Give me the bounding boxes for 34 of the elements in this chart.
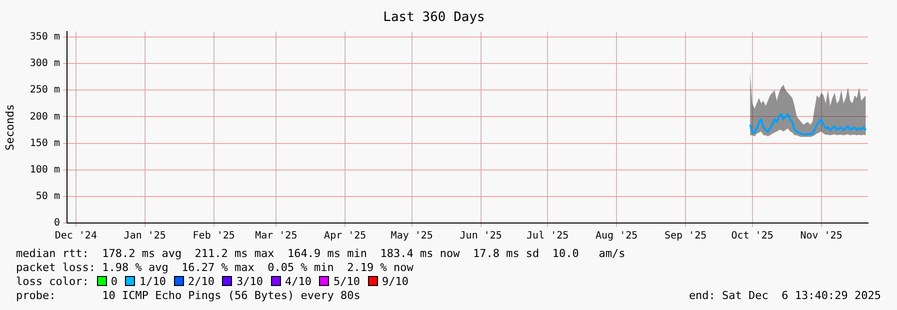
text: probe: 10 ICMP Echo Pings (56 Bytes) every 80s bbox=[16, 289, 360, 302]
text: end: Sat Dec 6 13:40:29 2025 bbox=[688, 289, 881, 302]
text: 5/10 bbox=[333, 275, 360, 288]
y-tick-label: 200 m bbox=[30, 111, 60, 122]
x-tick-label: Apr '25 bbox=[324, 230, 366, 242]
text: 3/10 bbox=[236, 275, 263, 288]
x-tick-label: Nov '25 bbox=[800, 230, 842, 242]
text: 9/10 bbox=[382, 275, 408, 288]
x-tick-label: Dec '24 bbox=[54, 230, 97, 242]
x-tick-label: Oct '25 bbox=[731, 230, 774, 242]
x-tick-label: Sep '25 bbox=[664, 230, 707, 242]
text: 4/10 bbox=[284, 275, 312, 288]
y-tick-label: 150 m bbox=[30, 138, 60, 149]
text: median rtt: 178.2 ms avg 211.2 ms max 164.9 ms min 183.4 ms now 17.8 ms sd 10.0 am/s bbox=[16, 247, 626, 260]
x-tick-label: Jul '25 bbox=[526, 230, 569, 242]
x-tick-label: Jun '25 bbox=[460, 230, 502, 242]
y-tick-label: 300 m bbox=[30, 58, 60, 70]
x-tick-label: May '25 bbox=[390, 230, 433, 242]
x-tick-label: Aug '25 bbox=[595, 230, 638, 242]
x-tick-label: Jan '25 bbox=[124, 230, 166, 242]
y-tick-label: 250 m bbox=[30, 84, 60, 96]
text: packet loss: 1.98 % avg 16.27 % max 0.05 % min 2.19 % now bbox=[16, 261, 414, 274]
text: 1/10 bbox=[139, 275, 166, 288]
y-tick-label: 50 m bbox=[36, 191, 60, 202]
chart-title: Last 360 Days bbox=[383, 10, 485, 26]
y-tick-label: 350 m bbox=[30, 32, 60, 43]
text: loss color: bbox=[16, 275, 89, 288]
x-tick-label: Feb '25 bbox=[192, 230, 235, 242]
x-tick-label: Mar '25 bbox=[255, 230, 298, 242]
text: 2/10 bbox=[188, 275, 214, 288]
y-tick-label: 0 bbox=[54, 218, 60, 229]
y-axis-title: Seconds bbox=[3, 104, 16, 150]
text: 0 bbox=[110, 275, 118, 288]
y-tick-label: 100 m bbox=[30, 164, 60, 176]
